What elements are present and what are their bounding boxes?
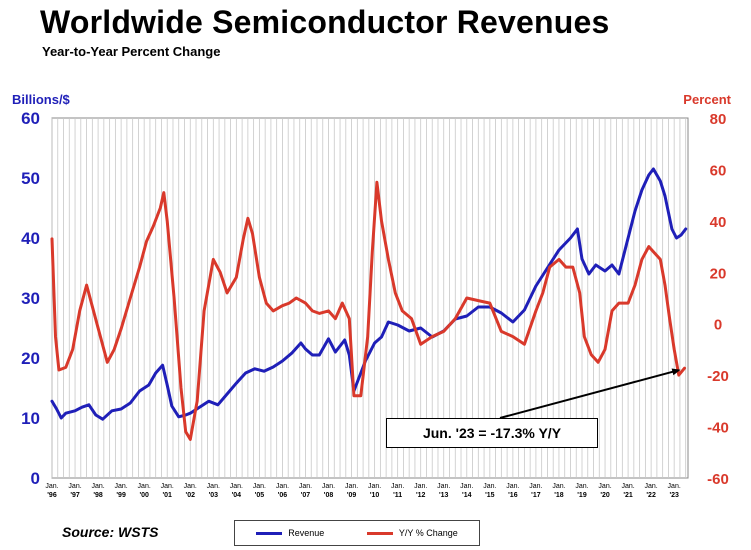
legend-swatch-yoy bbox=[366, 531, 393, 535]
x-tick-month-label: Jan. bbox=[45, 483, 58, 490]
legend-label-yoy: Y/Y % Change bbox=[398, 528, 458, 538]
x-tick-month-label: Jan. bbox=[552, 483, 565, 490]
x-tick-month-label: Jan. bbox=[668, 483, 681, 490]
x-tick-year-label: '16 bbox=[508, 492, 518, 499]
x-tick-year-label: '11 bbox=[393, 492, 402, 499]
annotation-arrow-line bbox=[499, 369, 679, 419]
x-tick-month-label: Jan. bbox=[322, 483, 335, 490]
x-tick-year-label: '03 bbox=[209, 492, 219, 499]
x-tick-month-label: Jan. bbox=[345, 483, 358, 490]
x-tick-month-label: Jan. bbox=[460, 483, 473, 490]
x-tick-year-label: '21 bbox=[623, 492, 633, 499]
y-right-tick-label: 0 bbox=[714, 317, 722, 334]
y-left-tick-label: 50 bbox=[21, 169, 40, 188]
x-tick-year-label: '01 bbox=[162, 492, 172, 499]
x-tick-month-label: Jan. bbox=[299, 483, 312, 490]
x-tick-month-label: Jan. bbox=[529, 483, 542, 490]
x-tick-year-label: '07 bbox=[301, 492, 311, 499]
x-tick-month-label: Jan. bbox=[138, 483, 151, 490]
right-axis-unit-label: Percent bbox=[683, 92, 731, 107]
annotation-arrowhead bbox=[671, 368, 681, 376]
x-tick-year-label: '09 bbox=[347, 492, 357, 499]
x-tick-month-label: Jan. bbox=[115, 483, 128, 490]
y-left-tick-label: 10 bbox=[21, 409, 40, 428]
x-tick-month-label: Jan. bbox=[253, 483, 266, 490]
x-tick-year-label: '96 bbox=[47, 492, 57, 499]
y-left-tick-label: 60 bbox=[21, 109, 40, 128]
x-tick-year-label: '18 bbox=[554, 492, 564, 499]
x-tick-year-label: '23 bbox=[669, 492, 679, 499]
x-tick-year-label: '08 bbox=[324, 492, 334, 499]
y-right-tick-label: -60 bbox=[707, 471, 729, 488]
x-tick-month-label: Jan. bbox=[184, 483, 197, 490]
x-tick-year-label: '13 bbox=[439, 492, 449, 499]
x-tick-month-label: Jan. bbox=[645, 483, 658, 490]
x-tick-month-label: Jan. bbox=[621, 483, 634, 490]
legend: Revenue Y/Y % Change bbox=[234, 520, 480, 546]
x-tick-month-label: Jan. bbox=[414, 483, 427, 490]
y-left-tick-label: 20 bbox=[21, 349, 40, 368]
annotation-box: Jun. '23 = -17.3% Y/Y bbox=[386, 418, 598, 448]
x-tick-year-label: '17 bbox=[531, 492, 541, 499]
y-left-tick-label: 40 bbox=[21, 229, 40, 248]
x-tick-year-label: '10 bbox=[370, 492, 380, 499]
x-tick-month-label: Jan. bbox=[207, 483, 220, 490]
y-left-tick-label: 30 bbox=[21, 289, 40, 308]
x-tick-year-label: '22 bbox=[646, 492, 656, 499]
x-tick-year-label: '04 bbox=[232, 492, 242, 499]
y-right-tick-label: 60 bbox=[710, 162, 727, 179]
y-right-tick-label: -20 bbox=[707, 368, 729, 385]
x-tick-year-label: '00 bbox=[139, 492, 149, 499]
x-tick-month-label: Jan. bbox=[68, 483, 81, 490]
legend-label-revenue: Revenue bbox=[288, 528, 325, 538]
x-tick-year-label: '12 bbox=[416, 492, 426, 499]
chart-title: Worldwide Semiconductor Revenues bbox=[40, 4, 610, 40]
yoy-series-line bbox=[50, 180, 686, 441]
y-left-tick-label: 0 bbox=[31, 469, 40, 488]
x-tick-month-label: Jan. bbox=[276, 483, 289, 490]
y-right-tick-label: 20 bbox=[710, 265, 727, 282]
x-tick-year-label: '06 bbox=[278, 492, 288, 499]
x-tick-year-label: '02 bbox=[186, 492, 196, 499]
chart-subtitle: Year-to-Year Percent Change bbox=[42, 44, 221, 59]
x-tick-month-label: Jan. bbox=[230, 483, 243, 490]
x-tick-year-label: '05 bbox=[255, 492, 265, 499]
x-tick-year-label: '15 bbox=[485, 492, 495, 499]
x-tick-month-label: Jan. bbox=[483, 483, 496, 490]
x-tick-month-label: Jan. bbox=[161, 483, 174, 490]
x-tick-month-label: Jan. bbox=[506, 483, 519, 490]
legend-swatch-revenue bbox=[256, 531, 283, 535]
x-tick-month-label: Jan. bbox=[368, 483, 381, 490]
x-tick-month-label: Jan. bbox=[91, 483, 104, 490]
legend-item-revenue: Revenue bbox=[256, 528, 324, 538]
left-axis-unit-label: Billions/$ bbox=[12, 92, 70, 107]
x-tick-year-label: '99 bbox=[116, 492, 126, 499]
x-tick-year-label: '97 bbox=[70, 492, 80, 499]
legend-item-yoy: Y/Y % Change bbox=[366, 528, 458, 538]
source-label: Source: WSTS bbox=[62, 524, 159, 540]
x-tick-year-label: '98 bbox=[93, 492, 103, 499]
x-tick-month-label: Jan. bbox=[575, 483, 588, 490]
x-tick-month-label: Jan. bbox=[391, 483, 404, 490]
y-right-tick-label: 80 bbox=[710, 111, 727, 128]
x-tick-year-label: '19 bbox=[577, 492, 587, 499]
x-tick-year-label: '20 bbox=[600, 492, 610, 499]
x-tick-month-label: Jan. bbox=[437, 483, 450, 490]
y-right-tick-label: 40 bbox=[710, 214, 727, 231]
x-tick-month-label: Jan. bbox=[598, 483, 611, 490]
x-tick-year-label: '14 bbox=[462, 492, 472, 499]
y-right-tick-label: -40 bbox=[707, 420, 729, 437]
